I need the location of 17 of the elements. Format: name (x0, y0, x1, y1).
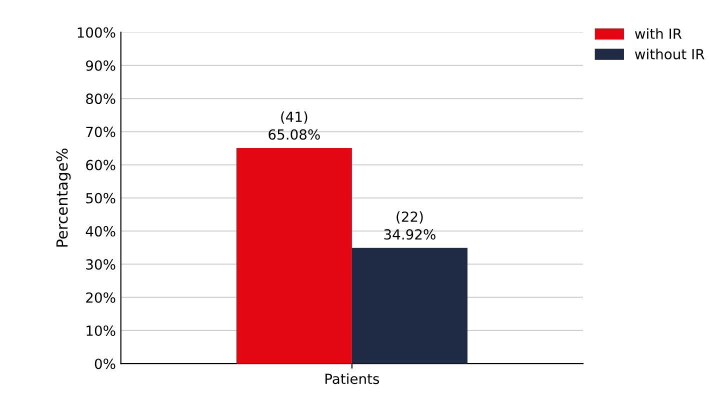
legend-label: without IR (634, 48, 704, 60)
y-tick-label: 40% (86, 226, 116, 237)
y-tick-label: 90% (86, 60, 116, 71)
y-tick-label: 50% (86, 192, 116, 204)
y-tick-label: 100% (78, 27, 116, 38)
data-label: (41) 65.08% (268, 111, 320, 140)
y-tick-label: 0% (94, 358, 116, 370)
y-tick-label: 20% (86, 292, 116, 303)
x-tick-label: Patients (326, 373, 380, 384)
y-tick-label: 10% (86, 325, 116, 336)
y-tick-label: 30% (86, 259, 116, 270)
y-tick-label: 80% (86, 94, 116, 104)
data-label: (22) 34.92% (384, 211, 436, 240)
y-axis-title: Percentage% (56, 148, 71, 247)
y-tick-label: 70% (86, 126, 116, 138)
y-tick-label: 60% (86, 160, 116, 170)
legend-label: with IR (634, 28, 682, 39)
